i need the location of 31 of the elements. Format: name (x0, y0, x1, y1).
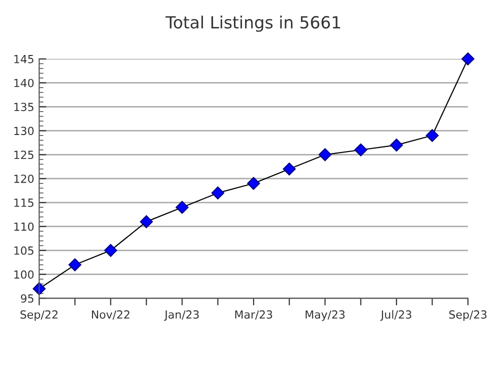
y-tick-label: 125 (14, 150, 34, 160)
y-tick-label: 95 (20, 294, 34, 303)
y-tick-label: 120 (14, 174, 34, 183)
point (282, 162, 296, 176)
x-tick-label: Mar/23 (235, 310, 272, 320)
point (104, 244, 118, 257)
point (426, 129, 439, 142)
y-tick-label: 115 (14, 198, 34, 207)
y-tick-label: 135 (14, 102, 34, 112)
x-tick-label: Sep/22 (20, 310, 58, 321)
point (390, 138, 403, 152)
point (211, 186, 224, 200)
y-tick-label: 110 (14, 222, 34, 231)
y-tick-label: 145 (14, 55, 34, 64)
point (354, 143, 368, 156)
point (318, 148, 332, 162)
x-tick-label: May/23 (306, 310, 345, 321)
y-tick-label: 140 (14, 78, 34, 88)
point (140, 215, 153, 228)
chart-title: Total Listings in 5661 (166, 16, 340, 32)
y-tick-label: 130 (14, 126, 34, 136)
x-tick-label: Nov/22 (92, 310, 130, 320)
x-tick-label: Jan/23 (164, 310, 199, 321)
point (462, 52, 474, 66)
x-tick-label: Sep/23 (449, 310, 486, 321)
point (247, 176, 260, 190)
x-tick-label: Jul/23 (380, 310, 412, 321)
point (68, 258, 82, 272)
y-tick-label: 100 (14, 270, 34, 279)
point (176, 200, 189, 214)
y-tick-label: 105 (14, 246, 34, 255)
